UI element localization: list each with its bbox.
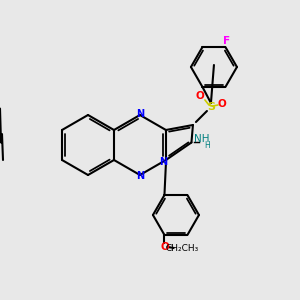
Text: N: N	[159, 157, 167, 167]
Text: N: N	[136, 171, 144, 181]
Text: H: H	[205, 141, 210, 150]
Text: N: N	[136, 109, 144, 119]
Text: O: O	[218, 99, 226, 109]
Text: O: O	[196, 91, 204, 101]
Text: O: O	[160, 242, 169, 252]
Text: CH₂CH₃: CH₂CH₃	[166, 244, 199, 253]
Text: F: F	[223, 36, 230, 46]
Text: NH: NH	[194, 134, 209, 145]
Text: S: S	[207, 102, 215, 112]
